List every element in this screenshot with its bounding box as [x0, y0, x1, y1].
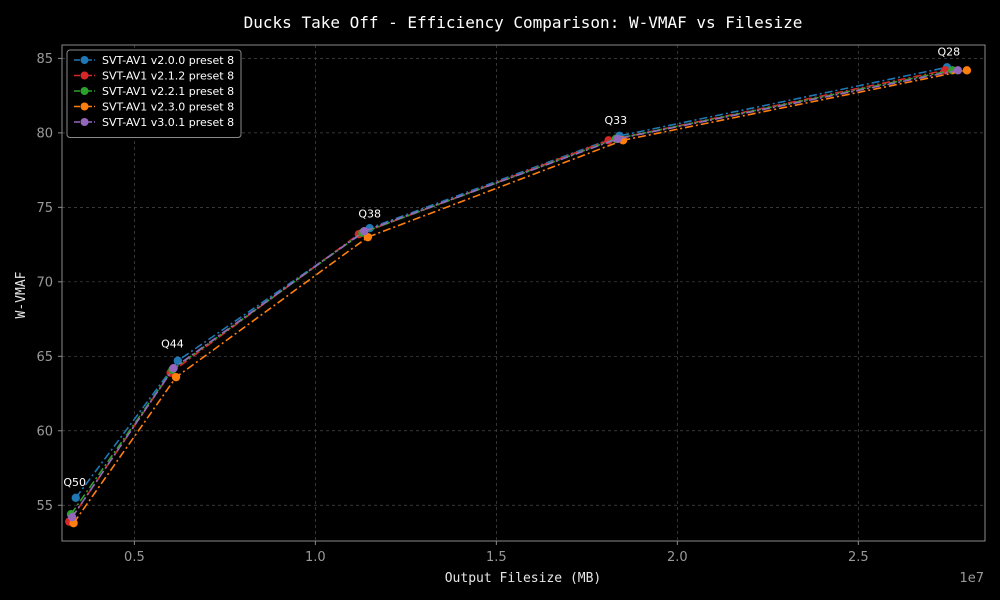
quality-annotation: Q38 [358, 208, 381, 221]
legend-marker [80, 87, 89, 95]
legend-label: SVT-AV1 v2.2.1 preset 8 [102, 85, 234, 98]
quality-annotations: Q50 Q44 Q38 Q33 Q28 [63, 45, 960, 488]
legend-marker [80, 56, 89, 64]
x-axis-label: Output Filesize (MB) [445, 571, 602, 586]
legend-label: SVT-AV1 v3.0.1 preset 8 [102, 116, 234, 129]
x-tick-label: 2.5 [848, 550, 869, 565]
data-point [613, 134, 622, 144]
legend-label: SVT-AV1 v2.0.0 preset 8 [102, 54, 234, 67]
data-point [962, 66, 972, 75]
data-point [360, 226, 369, 236]
x-axis-ticks: 0.5 1.0 1.5 2.0 2.5 [124, 541, 869, 565]
y-tick-label: 85 [36, 52, 53, 67]
legend-box [66, 49, 242, 138]
y-axis-label: W-VMAF [14, 271, 29, 318]
legend-marker [80, 71, 89, 80]
y-tick-label: 80 [36, 126, 53, 141]
legend-label: SVT-AV1 v2.1.2 preset 8 [102, 70, 234, 83]
y-tick-label: 55 [36, 499, 53, 514]
legend-label: SVT-AV1 v2.3.0 preset 8 [102, 101, 234, 114]
legend: SVT-AV1 v2.0.0 preset 8 SVT-AV1 v2.1.2 pr… [66, 49, 242, 138]
legend-marker [80, 118, 89, 126]
y-tick-label: 75 [36, 201, 53, 216]
x-axis-offset-label: 1e7 [959, 571, 984, 586]
x-tick-label: 2.0 [667, 550, 688, 565]
legend-marker [80, 102, 89, 111]
y-tick-label: 70 [36, 275, 53, 290]
x-tick-label: 0.5 [124, 550, 145, 565]
data-point [67, 512, 77, 522]
quality-annotation: Q28 [937, 45, 960, 58]
series-line [71, 69, 959, 518]
quality-annotation: Q50 [63, 476, 86, 489]
y-tick-label: 65 [36, 350, 53, 365]
series-line [72, 69, 968, 524]
series-line [70, 69, 953, 515]
x-tick-label: 1.0 [305, 550, 326, 565]
data-point [169, 364, 178, 373]
series-layer [65, 63, 972, 528]
x-tick-label: 1.5 [486, 550, 507, 565]
data-point [953, 66, 963, 75]
data-point [71, 493, 80, 503]
quality-annotation: Q44 [161, 337, 184, 350]
quality-annotation: Q33 [604, 114, 627, 127]
y-tick-label: 60 [36, 424, 53, 439]
chart-title: Ducks Take Off - Efficiency Comparison: … [244, 13, 803, 32]
plot-frame [61, 44, 986, 542]
grid-lines [62, 45, 985, 541]
series-group [67, 66, 963, 522]
data-point [171, 372, 181, 382]
y-axis-ticks: 55 60 65 70 75 80 85 [36, 52, 62, 514]
